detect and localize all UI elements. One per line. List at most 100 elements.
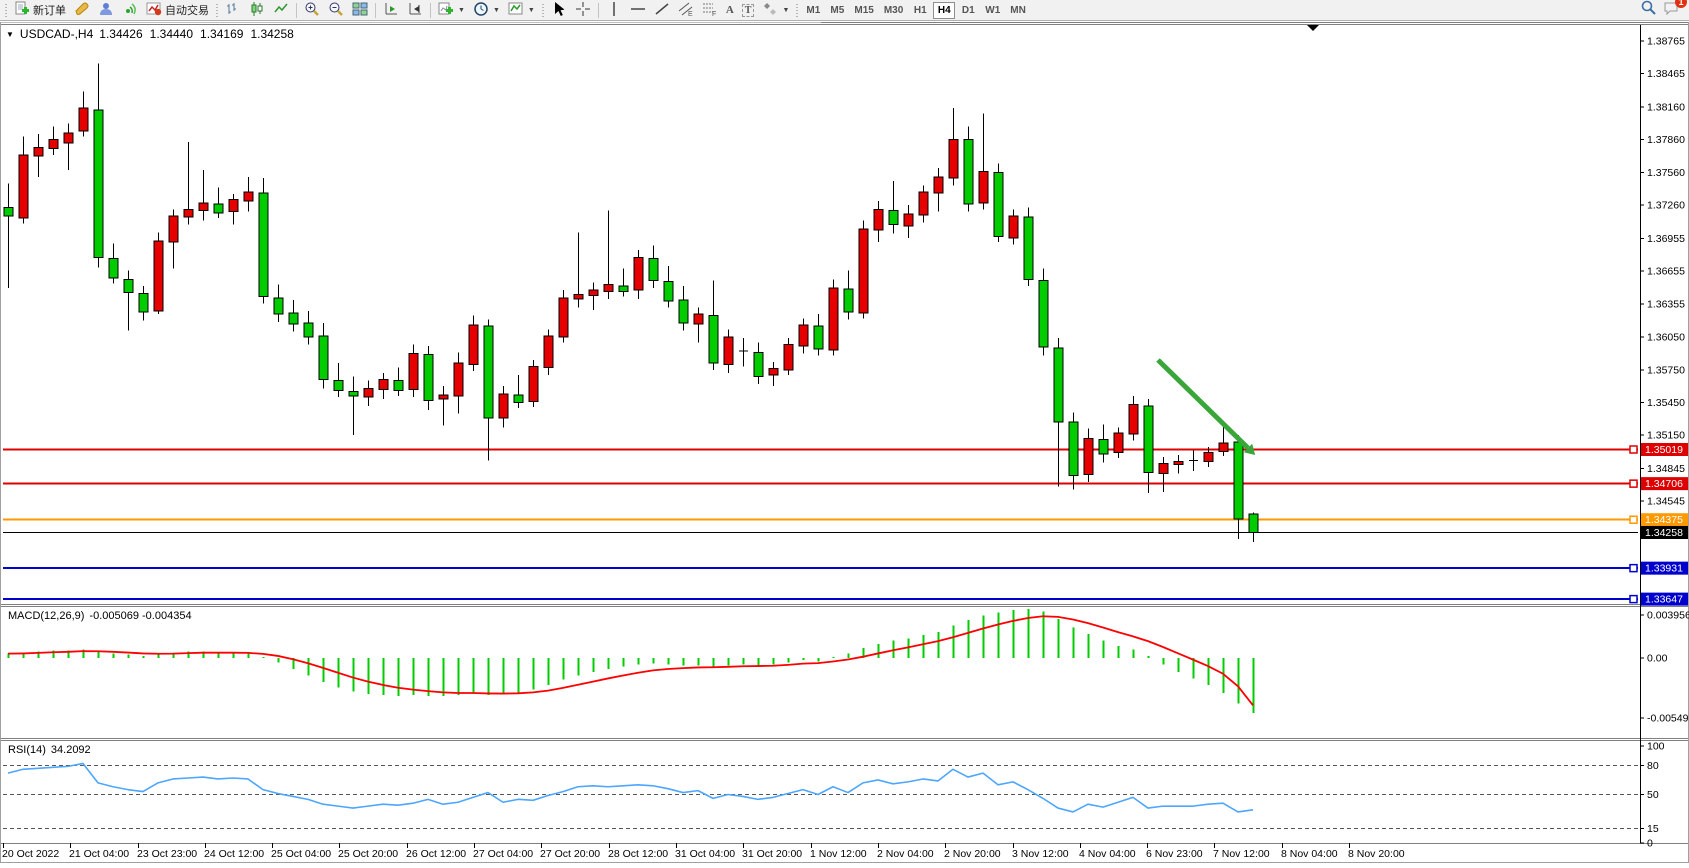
tile-windows-button[interactable] xyxy=(348,1,372,20)
community-icon xyxy=(98,1,114,20)
svg-text:50: 50 xyxy=(1647,789,1659,801)
svg-text:1.38765: 1.38765 xyxy=(1647,36,1685,48)
svg-text:28 Oct 12:00: 28 Oct 12:00 xyxy=(608,848,668,860)
label-letter: T xyxy=(744,4,752,16)
label-tool-button[interactable]: T xyxy=(738,1,759,20)
rsi-value: 34.2092 xyxy=(50,744,91,756)
new-order-label: 新订单 xyxy=(33,5,66,17)
line-chart-button[interactable] xyxy=(269,1,293,20)
svg-text:1.35750: 1.35750 xyxy=(1647,364,1685,376)
svg-text:1.37860: 1.37860 xyxy=(1647,134,1685,146)
arrange-windows-button[interactable] xyxy=(403,1,427,20)
zoom-out-button[interactable] xyxy=(324,1,348,20)
notification-badge: 1 xyxy=(1675,0,1687,8)
clock-icon xyxy=(473,1,489,20)
svg-text:24 Oct 12:00: 24 Oct 12:00 xyxy=(204,848,264,860)
bar-chart-button[interactable] xyxy=(221,1,245,20)
svg-text:26 Oct 12:00: 26 Oct 12:00 xyxy=(406,848,466,860)
periods-menu-button[interactable]: ▼ xyxy=(469,1,504,20)
arrange-windows-icon xyxy=(407,1,423,20)
svg-text:23 Oct 23:00: 23 Oct 23:00 xyxy=(137,848,197,860)
candle-chart-button[interactable] xyxy=(245,1,269,20)
svg-text:1.34258: 1.34258 xyxy=(1645,527,1683,539)
crosshair-tool-button[interactable] xyxy=(571,1,595,20)
rsi-name: RSI(14) xyxy=(8,744,46,756)
chart-area[interactable]: 1.38765 1.38465 1.38160 1.37860 1.37560 1.372… xyxy=(0,21,1689,863)
auto-trading-icon xyxy=(146,1,162,20)
favorites-button[interactable] xyxy=(70,1,94,20)
rsi-axis: 100 80 50 15 0 xyxy=(3,741,1665,850)
chart-window: ▼ USDCAD-,H4 1.34426 1.34440 1.34169 1.3… xyxy=(0,21,1689,863)
timeframe-M1[interactable]: M1 xyxy=(802,2,824,19)
svg-text:6 Nov 23:00: 6 Nov 23:00 xyxy=(1146,848,1203,860)
bar-chart-icon xyxy=(225,1,241,20)
trendline-tool-button[interactable] xyxy=(650,1,674,20)
shapes-tool-button[interactable]: ▼ xyxy=(758,1,793,20)
text-tool-button[interactable]: A xyxy=(722,1,738,20)
level-lines xyxy=(3,445,1638,604)
rsi-indicator-label: RSI(14) 34.2092 xyxy=(8,744,91,756)
svg-text:0: 0 xyxy=(1647,838,1653,850)
timeframe-H4[interactable]: H4 xyxy=(933,1,956,19)
main-toolbar: 新订单 自动交易 xyxy=(0,0,1689,21)
new-order-button[interactable]: 新订单 xyxy=(10,1,70,20)
svg-text:1.36050: 1.36050 xyxy=(1647,332,1685,344)
chart-ohlc: 1.34426 1.34440 1.34169 1.34258 xyxy=(99,27,294,41)
chevron-down-icon: ▼ xyxy=(492,6,500,14)
new-chart-button[interactable]: ▼ xyxy=(434,1,469,20)
svg-text:1.33931: 1.33931 xyxy=(1645,563,1683,575)
fibonacci-letter: F xyxy=(712,11,716,17)
svg-text:1.36655: 1.36655 xyxy=(1647,266,1685,278)
signals-button[interactable] xyxy=(118,1,142,20)
svg-text:0.00: 0.00 xyxy=(1647,653,1668,665)
svg-text:20 Oct 2022: 20 Oct 2022 xyxy=(2,848,59,860)
svg-text:7 Nov 12:00: 7 Nov 12:00 xyxy=(1213,848,1270,860)
ohlc-open: 1.34426 xyxy=(99,27,143,41)
chart-collapse-icon[interactable]: ▼ xyxy=(6,29,14,39)
timeframe-MN[interactable]: MN xyxy=(1006,2,1030,19)
timeframe-M30[interactable]: M30 xyxy=(880,2,907,19)
rsi-plot xyxy=(7,762,1254,813)
vertical-line-tool-button[interactable] xyxy=(602,1,626,20)
cursor-tool-button[interactable] xyxy=(547,1,571,20)
zoom-in-button[interactable] xyxy=(300,1,324,20)
arrange-charts-button[interactable] xyxy=(379,1,403,20)
toolbar-separator xyxy=(430,2,431,18)
ohlc-close: 1.34258 xyxy=(250,27,294,41)
svg-text:1.35019: 1.35019 xyxy=(1645,444,1683,456)
signals-icon xyxy=(122,1,138,20)
svg-text:25 Oct 04:00: 25 Oct 04:00 xyxy=(271,848,331,860)
timeframe-H1[interactable]: H1 xyxy=(909,2,931,19)
trend-arrow xyxy=(1156,358,1256,455)
favorites-icon xyxy=(74,1,90,20)
timeframe-M5[interactable]: M5 xyxy=(826,2,848,19)
svg-text:1.35450: 1.35450 xyxy=(1647,397,1685,409)
vertical-line-icon xyxy=(606,1,622,20)
svg-text:27 Oct 20:00: 27 Oct 20:00 xyxy=(540,848,600,860)
timeframe-group: M1 M5 M15 M30 H1 H4 D1 W1 MN xyxy=(801,1,1030,19)
community-button[interactable] xyxy=(94,1,118,20)
svg-text:31 Oct 20:00: 31 Oct 20:00 xyxy=(742,848,802,860)
timeframe-D1[interactable]: D1 xyxy=(957,2,979,19)
time-axis: 20 Oct 2022 21 Oct 04:00 23 Oct 23:00 24 Oc… xyxy=(2,843,1405,860)
fibonacci-tool-button[interactable]: F xyxy=(698,1,722,20)
svg-text:-0.005498: -0.005498 xyxy=(1647,712,1689,724)
new-order-icon xyxy=(14,1,30,20)
crosshair-icon xyxy=(575,1,591,20)
channel-tool-button[interactable]: E xyxy=(674,1,698,20)
toolbar-separator xyxy=(296,2,297,18)
templates-button[interactable]: ▼ xyxy=(504,1,539,20)
pane-borders xyxy=(0,21,1689,863)
notifications-button[interactable]: 1 xyxy=(1663,0,1687,21)
horizontal-line-tool-button[interactable] xyxy=(626,1,650,20)
svg-text:1.38465: 1.38465 xyxy=(1647,68,1685,80)
timeframe-W1[interactable]: W1 xyxy=(981,2,1004,19)
svg-text:27 Oct 04:00: 27 Oct 04:00 xyxy=(473,848,533,860)
auto-trading-button[interactable]: 自动交易 xyxy=(142,1,213,20)
timeframe-M15[interactable]: M15 xyxy=(850,2,877,19)
svg-text:4 Nov 04:00: 4 Nov 04:00 xyxy=(1079,848,1136,860)
macd-plot xyxy=(7,609,1255,714)
macd-name: MACD(12,26,9) xyxy=(8,610,85,622)
search-icon[interactable] xyxy=(1640,0,1657,21)
